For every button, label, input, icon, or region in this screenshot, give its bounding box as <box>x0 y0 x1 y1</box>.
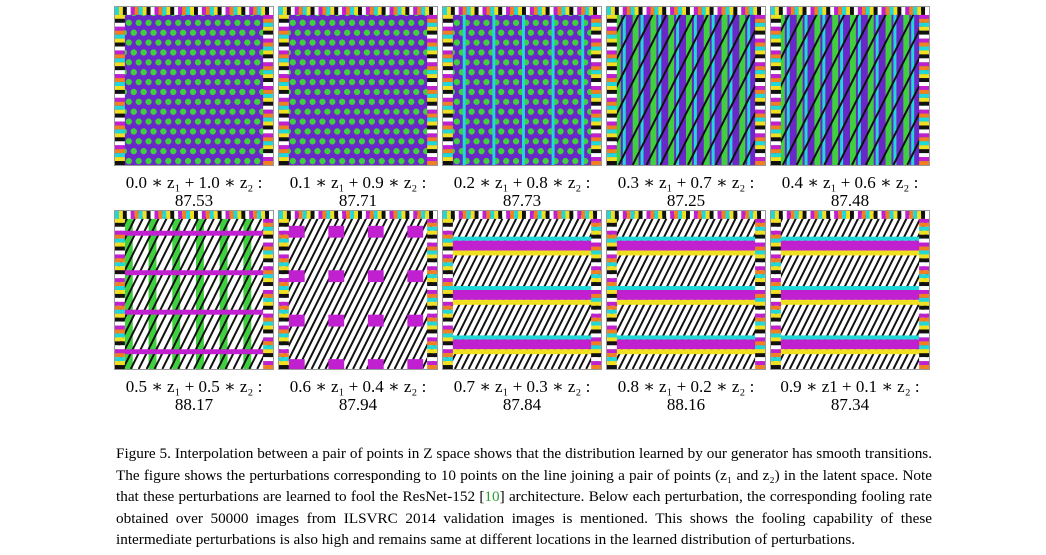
interpolation-label: 0.9 ∗ z1 + 0.1 ∗ z₂ : <box>780 377 920 396</box>
fooling-rate: 87.48 <box>830 191 870 210</box>
figure-grid: 0.0 ∗ z₁ + 1.0 ∗ z₂ : 87.53 0.1 ∗ z₁ + 0… <box>114 6 932 414</box>
caption-text-end: ] architecture. Below each perturbation,… <box>116 488 932 548</box>
figure-row-1: 0.0 ∗ z₁ + 1.0 ∗ z₂ : 87.53 0.1 ∗ z₁ + 0… <box>114 6 932 210</box>
perturbation-cell: 0.0 ∗ z₁ + 1.0 ∗ z₂ : 87.53 <box>114 6 274 210</box>
citation-link[interactable]: 10 <box>484 488 500 505</box>
perturbation-image <box>606 210 766 370</box>
interpolation-label: 0.2 ∗ z₁ + 0.8 ∗ z₂ : <box>453 173 591 192</box>
fooling-rate: 87.25 <box>666 191 706 210</box>
interpolation-label: 0.7 ∗ z₁ + 0.3 ∗ z₂ : <box>453 377 591 396</box>
perturbation-pattern <box>115 7 273 165</box>
perturbation-cell: 0.3 ∗ z₁ + 0.7 ∗ z₂ : 87.25 <box>606 6 766 210</box>
perturbation-pattern <box>115 211 273 369</box>
perturbation-image <box>442 6 602 166</box>
fooling-rate: 88.16 <box>666 395 706 414</box>
perturbation-pattern <box>279 211 437 369</box>
perturbation-pattern <box>443 211 601 369</box>
interpolation-label: 0.3 ∗ z₁ + 0.7 ∗ z₂ : <box>617 173 755 192</box>
perturbation-cell: 0.2 ∗ z₁ + 0.8 ∗ z₂ : 87.73 <box>442 6 602 210</box>
perturbation-cell: 0.6 ∗ z₁ + 0.4 ∗ z₂ : 87.94 <box>278 210 438 414</box>
interpolation-label: 0.8 ∗ z₁ + 0.2 ∗ z₂ : <box>617 377 755 396</box>
perturbation-image <box>114 6 274 166</box>
caption-text: Figure 5. Interpolation between a pair o… <box>116 445 932 505</box>
perturbation-image <box>770 210 930 370</box>
perturbation-pattern <box>607 7 765 165</box>
perturbation-image <box>606 6 766 166</box>
interpolation-label: 0.4 ∗ z₁ + 0.6 ∗ z₂ : <box>781 173 919 192</box>
fooling-rate: 87.34 <box>830 395 870 414</box>
fooling-rate: 87.73 <box>502 191 542 210</box>
interpolation-label: 0.1 ∗ z₁ + 0.9 ∗ z₂ : <box>289 173 427 192</box>
perturbation-cell: 0.9 ∗ z1 + 0.1 ∗ z₂ : 87.34 <box>770 210 930 414</box>
fooling-rate: 87.94 <box>338 395 378 414</box>
perturbation-image <box>114 210 274 370</box>
perturbation-image <box>770 6 930 166</box>
perturbation-pattern <box>279 7 437 165</box>
interpolation-label: 0.6 ∗ z₁ + 0.4 ∗ z₂ : <box>289 377 427 396</box>
figure-row-2: 0.5 ∗ z₁ + 0.5 ∗ z₂ : 88.17 0.6 ∗ z₁ + 0… <box>114 210 932 414</box>
perturbation-image <box>442 210 602 370</box>
perturbation-pattern <box>771 7 929 165</box>
perturbation-cell: 0.5 ∗ z₁ + 0.5 ∗ z₂ : 88.17 <box>114 210 274 414</box>
perturbation-pattern <box>771 211 929 369</box>
fooling-rate: 87.84 <box>502 395 542 414</box>
perturbation-pattern <box>443 7 601 165</box>
perturbation-image <box>278 6 438 166</box>
interpolation-label: 0.0 ∗ z₁ + 1.0 ∗ z₂ : <box>125 173 263 192</box>
interpolation-label: 0.5 ∗ z₁ + 0.5 ∗ z₂ : <box>125 377 263 396</box>
perturbation-cell: 0.1 ∗ z₁ + 0.9 ∗ z₂ : 87.71 <box>278 6 438 210</box>
figure-caption: Figure 5. Interpolation between a pair o… <box>116 443 932 551</box>
fooling-rate: 88.17 <box>174 395 214 414</box>
fooling-rate: 87.53 <box>174 191 214 210</box>
perturbation-cell: 0.7 ∗ z₁ + 0.3 ∗ z₂ : 87.84 <box>442 210 602 414</box>
fooling-rate: 87.71 <box>338 191 378 210</box>
perturbation-cell: 0.8 ∗ z₁ + 0.2 ∗ z₂ : 88.16 <box>606 210 766 414</box>
perturbation-cell: 0.4 ∗ z₁ + 0.6 ∗ z₂ : 87.48 <box>770 6 930 210</box>
perturbation-image <box>278 210 438 370</box>
perturbation-pattern <box>607 211 765 369</box>
